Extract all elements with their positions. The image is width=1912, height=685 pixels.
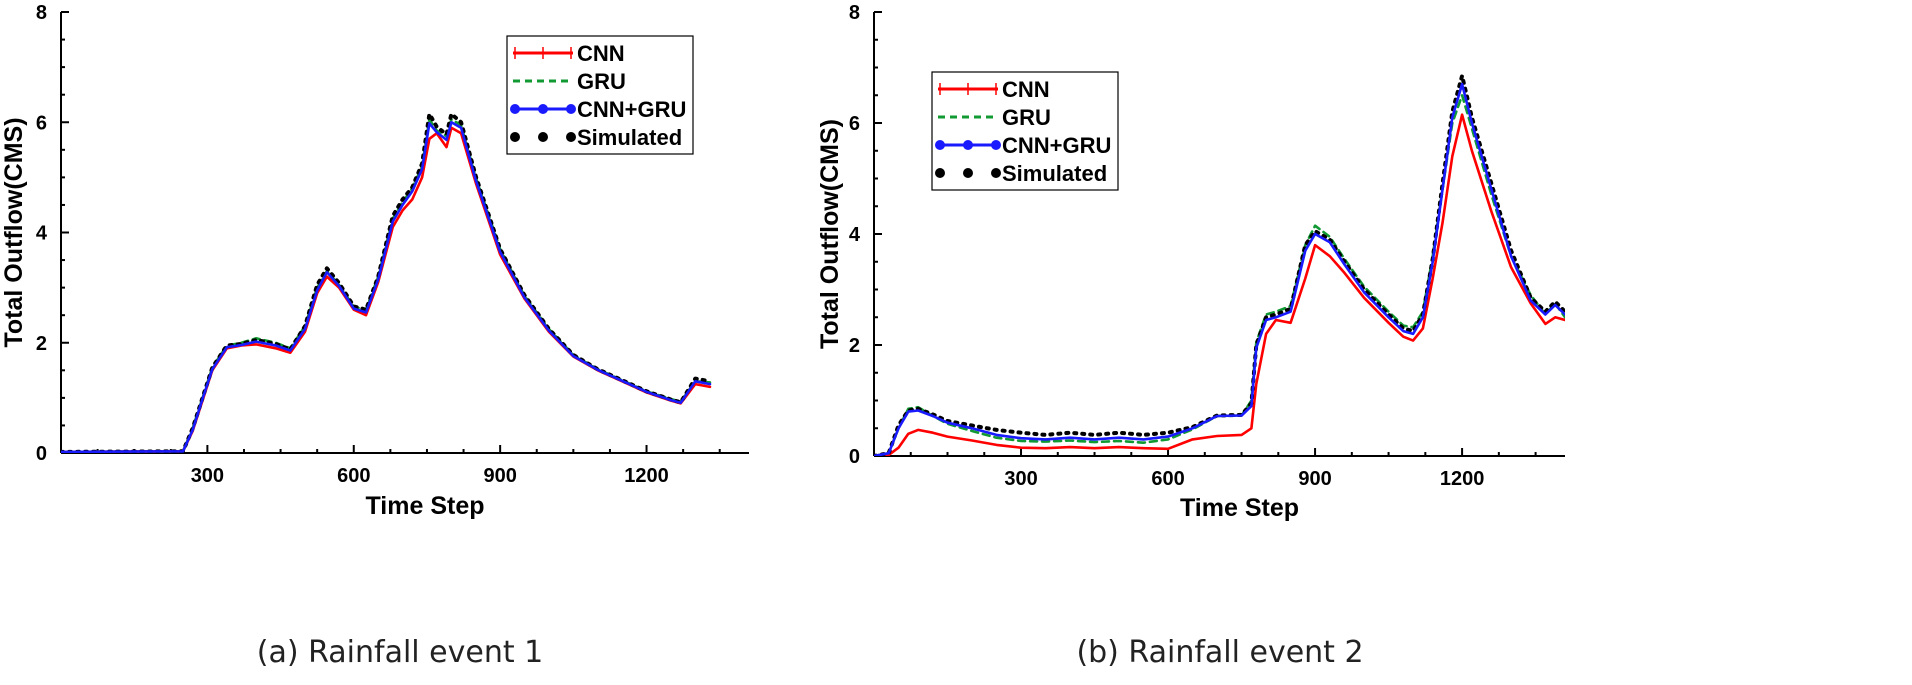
- x-tick-label: 1200: [624, 465, 669, 487]
- legend-marker-simulated: [566, 132, 576, 142]
- x-axis-title: Time Step: [365, 492, 484, 520]
- legend-label-cnn-gru: CNN+GRU: [577, 97, 686, 122]
- x-tick-label: 600: [1151, 468, 1184, 490]
- chart-panel-a: 0 2 4 6 8 300 600 900 1200 Time Step Total Outflow…: [0, 2, 749, 670]
- legend-label-gru: GRU: [1002, 105, 1051, 130]
- plot-area: [61, 112, 712, 453]
- x-axis-title: Time Step: [1180, 494, 1299, 522]
- series-line-simulated: [61, 112, 712, 453]
- legend-marker-cnn-gru: [991, 140, 1001, 150]
- series-line-simulated: [874, 73, 1565, 456]
- y-tick-label: 4: [849, 224, 861, 246]
- legend-label-simulated: Simulated: [577, 125, 682, 150]
- y-tick-label: 8: [849, 2, 860, 24]
- legend-label-cnn-gru: CNN+GRU: [1002, 133, 1111, 158]
- legend-marker-cnn-gru: [566, 104, 576, 114]
- x-tick-label: 600: [337, 465, 370, 487]
- y-tick-label: 6: [36, 112, 47, 134]
- legend-box: [931, 71, 1119, 191]
- x-tick-label: 1200: [1440, 468, 1485, 490]
- legend-label-cnn: CNN: [1002, 77, 1050, 102]
- legend-box: [506, 35, 694, 155]
- plot-area: [874, 73, 1565, 456]
- y-tick-label: 6: [849, 113, 860, 135]
- y-tick-label: 4: [36, 223, 48, 245]
- y-tick-label: 0: [849, 446, 860, 468]
- y-tick-label: 2: [849, 335, 860, 357]
- legend-marker-cnn-gru: [538, 104, 548, 114]
- y-axis-title: Total Outflow(CMS): [816, 119, 844, 349]
- legend-label-simulated: Simulated: [1002, 161, 1107, 186]
- y-axis-title: Total Outflow(CMS): [0, 117, 28, 347]
- series-line-cnn: [61, 126, 712, 453]
- axes: 0 2 4 6 8 300 600 900 1200: [849, 2, 1565, 490]
- series-line-cnn: [874, 113, 1565, 456]
- chart-panel-b: 0 2 4 6 8 300 600 900 1200 Time Step Total Outflow…: [816, 2, 1565, 670]
- chart-caption: (b) Rainfall event 2: [1076, 635, 1363, 670]
- legend-label-cnn: CNN: [577, 41, 625, 66]
- x-tick-label: 900: [1298, 468, 1331, 490]
- series-line-gru: [61, 118, 712, 453]
- x-tick-label: 900: [483, 465, 516, 487]
- legend-marker-simulated: [963, 168, 973, 178]
- legend-marker-simulated: [538, 132, 548, 142]
- legend-marker-cnn-gru: [935, 140, 945, 150]
- legend-marker-cnn-gru: [963, 140, 973, 150]
- series-line-gru: [874, 94, 1565, 456]
- x-tick-label: 300: [191, 465, 224, 487]
- x-tick-label: 300: [1004, 468, 1037, 490]
- series-line-cnn-gru: [874, 82, 1565, 456]
- y-tick-label: 8: [36, 2, 47, 24]
- legend-marker-simulated: [510, 132, 520, 142]
- legend-marker-simulated: [935, 168, 945, 178]
- legend: CNN GRU CNN+GRU Simulated: [931, 71, 1119, 191]
- series-line-cnn-gru: [61, 121, 712, 453]
- legend-label-gru: GRU: [577, 69, 626, 94]
- y-tick-label: 2: [36, 333, 47, 355]
- legend: CNN GRU CNN+GRU Simulated: [506, 35, 694, 155]
- legend-marker-cnn-gru: [510, 104, 520, 114]
- y-tick-label: 0: [36, 443, 47, 465]
- chart-caption: (a) Rainfall event 1: [257, 635, 543, 670]
- legend-marker-simulated: [991, 168, 1001, 178]
